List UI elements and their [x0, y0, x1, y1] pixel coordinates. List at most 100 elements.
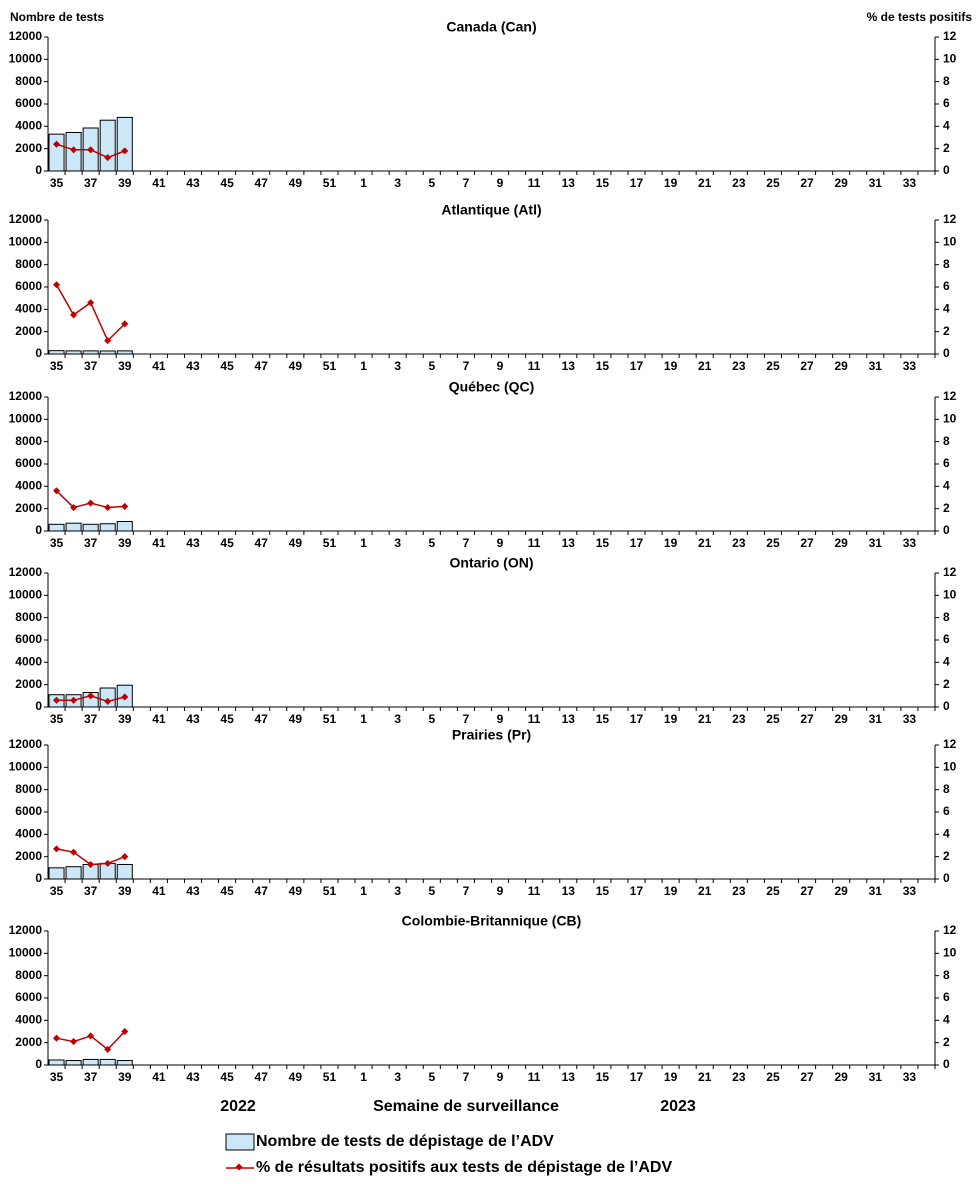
y2-tick-label: 4 [943, 827, 950, 841]
legend-label: Nombre de tests de dépistage de l’ADV [256, 1133, 554, 1150]
x-tick-label: 47 [255, 884, 269, 898]
x-tick-label: 27 [800, 536, 814, 550]
y2-tick-label: 12 [943, 923, 957, 937]
line-marker [104, 504, 112, 512]
y2-tick-label: 12 [943, 29, 957, 43]
x-tick-label: 43 [186, 712, 200, 726]
x-tick-label: 17 [630, 359, 644, 373]
x-tick-label: 31 [869, 359, 883, 373]
y2-tick-label: 12 [943, 212, 957, 226]
x-tick-label: 11 [528, 884, 541, 898]
x-tick-label: 37 [84, 359, 98, 373]
x-tick-label: 15 [596, 536, 610, 550]
y2-tick-label: 12 [943, 565, 957, 579]
y-tick-label: 0 [35, 871, 42, 885]
legend-label: % de résultats positifs aux tests de dép… [256, 1159, 672, 1176]
y-tick-label: 8000 [15, 968, 42, 982]
x-tick-label: 43 [186, 176, 200, 190]
bar [48, 867, 65, 880]
x-tick-label: 21 [698, 1070, 712, 1084]
line-marker [52, 845, 61, 853]
x-tick-label: 25 [766, 176, 780, 190]
x-tick-label: 1 [360, 359, 367, 373]
x-tick-label: 35 [50, 536, 64, 550]
y-tick-label: 12000 [9, 737, 43, 751]
x-tick-label: 45 [220, 712, 234, 726]
x-tick-label: 33 [903, 176, 917, 190]
y-tick-label: 6000 [15, 279, 42, 293]
year-label: 2023 [660, 1098, 696, 1115]
line-marker [87, 692, 95, 700]
bar [65, 522, 82, 532]
x-tick-label: 21 [698, 712, 712, 726]
bar [116, 863, 133, 880]
x-tick-label: 5 [428, 359, 435, 373]
y-tick-label: 12000 [9, 212, 43, 226]
bar [99, 523, 116, 532]
x-tick-label: 13 [562, 712, 576, 726]
y-tick-label: 10000 [9, 946, 43, 960]
x-tick-label: 17 [630, 884, 644, 898]
bar [48, 1059, 65, 1066]
x-tick-label: 19 [664, 359, 678, 373]
x-tick-label: 23 [732, 176, 746, 190]
x-tick-label: 47 [255, 176, 269, 190]
y2-tick-label: 8 [943, 257, 950, 271]
y2-tick-label: 8 [943, 434, 950, 448]
x-tick-label: 7 [463, 712, 470, 726]
y-tick-label: 2000 [15, 501, 42, 515]
bar [48, 523, 65, 532]
x-tick-label: 49 [289, 712, 303, 726]
x-tick-label: 41 [152, 884, 166, 898]
line-marker [52, 696, 61, 704]
y-tick-label: 6000 [15, 96, 42, 110]
x-tick-label: 1 [360, 884, 367, 898]
x-tick-label: 27 [800, 176, 814, 190]
line-marker [52, 281, 61, 289]
x-tick-label: 19 [664, 712, 678, 726]
x-tick-label: 41 [152, 712, 166, 726]
x-tick-label: 15 [596, 176, 610, 190]
panel: Canada (Can) 0 2000 4000 6000 8000 10000 12000 0… [9, 19, 957, 190]
bar [65, 866, 82, 880]
x-tick-label: 7 [463, 1070, 470, 1084]
panel: Québec (QC) 0 2000 4000 6000 8000 10000 12000 0 2… [9, 379, 957, 550]
x-tick-label: 41 [152, 176, 166, 190]
x-tick-label: 33 [903, 884, 917, 898]
x-tick-label: 51 [323, 712, 337, 726]
y-tick-label: 4000 [15, 119, 42, 133]
x-tick-label: 5 [428, 884, 435, 898]
x-tick-label: 51 [323, 1070, 337, 1084]
x-tick-label: 35 [50, 712, 64, 726]
y-tick-label: 8000 [15, 257, 42, 271]
x-tick-label: 11 [528, 176, 541, 190]
x-tick-label: 9 [497, 359, 504, 373]
x-tick-label: 33 [903, 359, 917, 373]
x-tick-label: 39 [118, 176, 132, 190]
x-tick-label: 51 [323, 884, 337, 898]
x-tick-label: 1 [360, 176, 367, 190]
x-tick-label: 5 [428, 536, 435, 550]
x-tick-label: 23 [732, 712, 746, 726]
x-tick-label: 27 [800, 884, 814, 898]
y2-tick-label: 10 [943, 588, 957, 602]
bar [48, 350, 65, 355]
y-tick-label: 0 [35, 1057, 42, 1071]
x-tick-label: 3 [394, 884, 401, 898]
y2-axis-label: % de tests positifs [867, 10, 973, 24]
line-marker [121, 693, 129, 701]
x-tick-label: 51 [323, 359, 337, 373]
x-tick-label: 37 [84, 536, 98, 550]
y2-tick-label: 10 [943, 412, 957, 426]
x-tick-label: 17 [630, 712, 644, 726]
y-tick-label: 10000 [9, 235, 43, 249]
line-marker [121, 147, 129, 155]
x-tick-label: 19 [664, 1070, 678, 1084]
y2-tick-label: 0 [943, 871, 950, 885]
y2-tick-label: 10 [943, 52, 957, 66]
y2-tick-label: 6 [943, 456, 950, 470]
legend: Nombre de tests de dépistage de l’ADV % … [225, 1133, 672, 1176]
x-tick-label: 23 [732, 884, 746, 898]
line-marker [87, 499, 95, 507]
line-marker [70, 504, 78, 512]
